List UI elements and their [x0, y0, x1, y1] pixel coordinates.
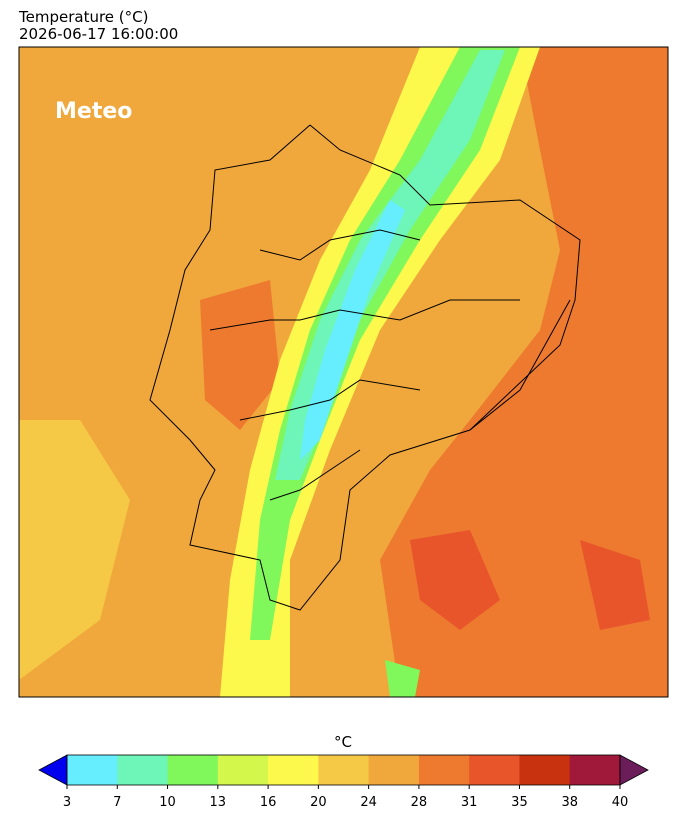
colorbar-bin: [569, 755, 621, 785]
colorbar-label: °C: [334, 733, 352, 751]
colorbar-tick-label: 10: [159, 795, 176, 810]
field-green: [385, 660, 420, 697]
colorbar-tick-label: 13: [210, 795, 227, 810]
colorbar: 3 7 10 13 16 20 24 28 31 35 38 40: [38, 754, 649, 810]
map-title: Temperature (°C): [18, 8, 148, 26]
border: [259, 229, 421, 261]
temperature-field: [19, 47, 668, 697]
field-hot: [410, 530, 500, 630]
colorbar-bin: [469, 755, 520, 785]
field-green: [250, 47, 520, 640]
colorbar-tick-label: 28: [411, 795, 428, 810]
colorbar-tick-label: 16: [260, 795, 277, 810]
colorbar-bin: [519, 755, 571, 785]
colorbar-bin: [117, 755, 169, 785]
colorbar-under: [38, 754, 68, 786]
colorbar-tick-label: 38: [561, 795, 578, 810]
colorbar-bin: [167, 755, 219, 785]
colorbar-outline: [66, 754, 621, 786]
colorbar-bin: [268, 755, 319, 785]
country-borders: [149, 124, 581, 611]
colorbar-tick-label: 7: [113, 795, 121, 810]
colorbar-over: [619, 754, 649, 786]
colorbar-tick-label: 24: [360, 795, 377, 810]
colorbar-tick-label: 40: [612, 795, 629, 810]
field-mild: [19, 420, 130, 680]
border: [269, 449, 361, 501]
colorbar-bin: [418, 755, 470, 785]
map-timestamp: 2026-06-17 16:00:00: [19, 25, 178, 43]
map-frame: [18, 46, 669, 698]
colorbar-tick-label: 35: [511, 795, 528, 810]
field-yellow: [220, 47, 540, 697]
colorbar-tick-label: 20: [310, 795, 327, 810]
border: [149, 124, 581, 611]
colorbar-bin: [67, 755, 118, 785]
colorbar-tick-label: 3: [63, 795, 71, 810]
field-hot: [580, 540, 650, 630]
colorbar-bin: [368, 755, 420, 785]
border: [239, 379, 421, 421]
border: [469, 299, 571, 431]
logo: Meteo: [55, 99, 132, 124]
border: [209, 299, 520, 331]
colorbar-bin: [217, 755, 269, 785]
colorbar-bin: [318, 755, 370, 785]
field-warm: [200, 280, 280, 430]
colorbar-tick-label: 31: [461, 795, 478, 810]
field-cyan: [300, 200, 405, 460]
